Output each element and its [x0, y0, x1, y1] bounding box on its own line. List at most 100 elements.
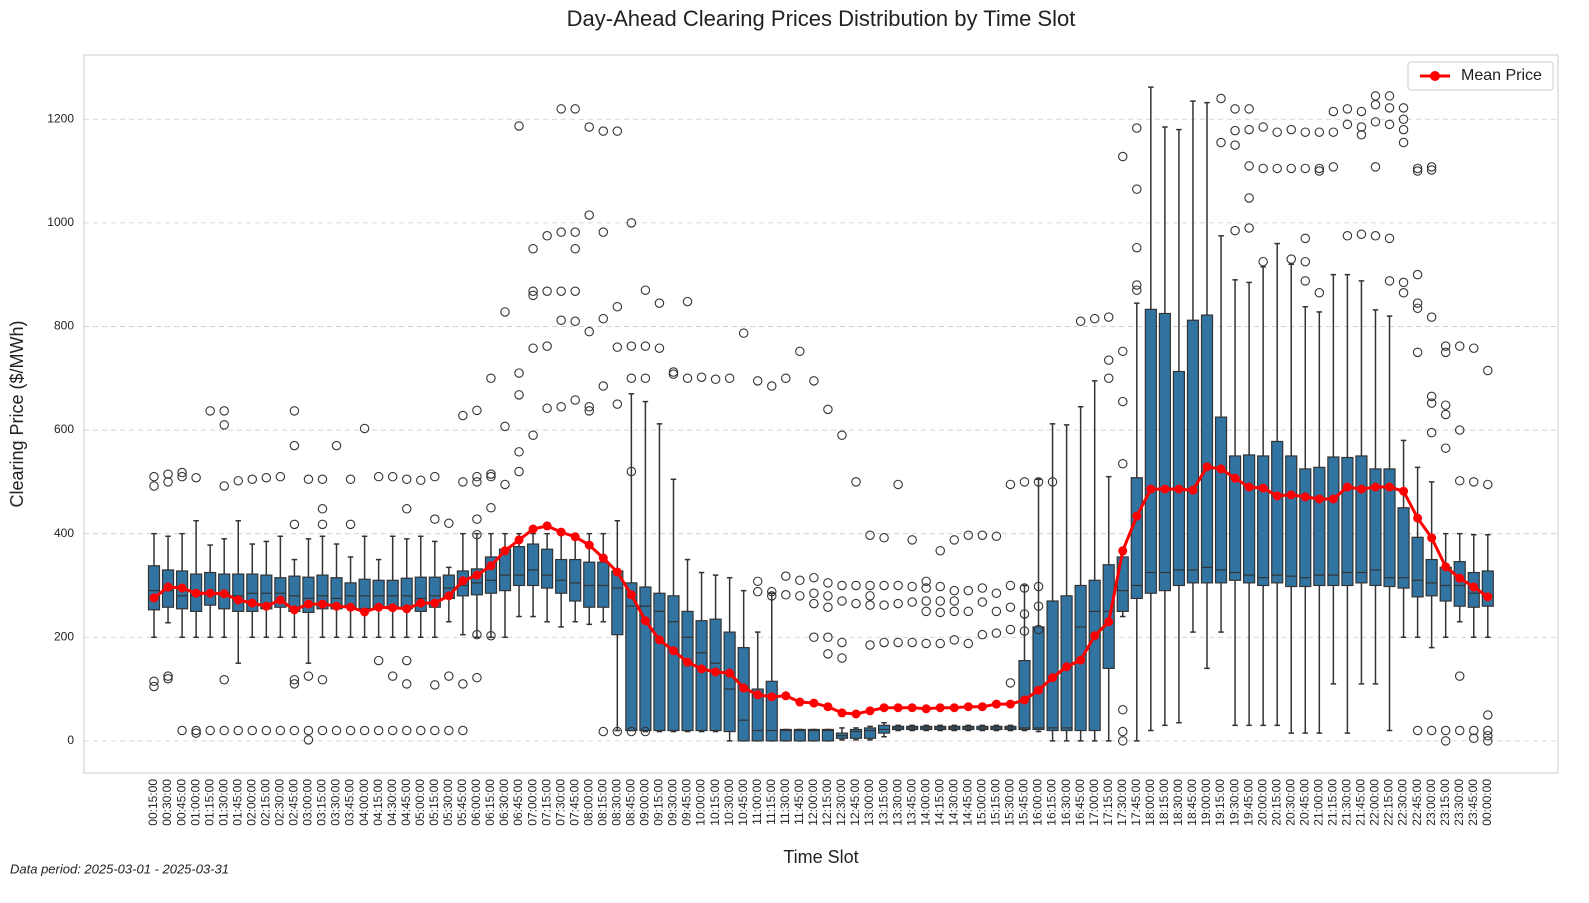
mean-point	[767, 692, 777, 702]
x-tick-label: 12:15:00	[820, 779, 834, 826]
outlier	[1300, 256, 1311, 267]
mean-point	[303, 599, 313, 609]
x-tick-label: 12:30:00	[834, 779, 848, 826]
outlier	[963, 638, 974, 649]
outlier	[584, 122, 594, 132]
outlier	[907, 535, 917, 545]
x-tick-label: 23:30:00	[1452, 779, 1466, 826]
x-tick-label: 18:30:00	[1171, 779, 1185, 826]
outlier	[1440, 409, 1451, 420]
box	[569, 558, 582, 602]
mean-point	[893, 703, 903, 713]
outlier	[1132, 123, 1142, 133]
outlier	[472, 477, 482, 487]
outlier	[1118, 396, 1128, 407]
mean-point	[977, 702, 987, 712]
x-tick-label: 11:45:00	[792, 779, 806, 825]
outlier	[823, 404, 833, 415]
outlier	[1483, 365, 1493, 376]
outlier	[387, 671, 398, 681]
mean-point	[907, 703, 917, 713]
outlier	[401, 725, 412, 736]
mean-point	[1048, 673, 1058, 683]
outlier	[710, 374, 721, 385]
outlier	[149, 681, 159, 692]
box	[1130, 477, 1143, 600]
outlier	[907, 597, 917, 607]
mean-point	[1258, 483, 1268, 493]
outlier	[500, 479, 510, 490]
outlier	[1426, 165, 1437, 175]
outlier	[177, 467, 187, 478]
mean-point	[346, 602, 356, 612]
x-tick-label: 08:45:00	[624, 779, 638, 826]
outlier	[570, 104, 580, 114]
y-tick-label: 800	[54, 319, 74, 333]
outlier	[430, 514, 440, 524]
outlier	[1356, 229, 1367, 239]
outlier	[935, 581, 945, 592]
outlier	[837, 653, 847, 663]
x-tick-label: 04:00:00	[357, 779, 371, 826]
box	[639, 586, 652, 732]
outlier	[991, 588, 1002, 598]
outlier	[1426, 398, 1437, 408]
mean-point	[781, 691, 791, 701]
outlier	[1033, 477, 1044, 487]
x-tick-label: 14:15:00	[932, 779, 946, 826]
outlier	[893, 598, 903, 609]
box	[793, 728, 806, 742]
box	[1327, 456, 1340, 587]
outlier	[191, 472, 201, 483]
mean-point	[247, 598, 257, 608]
outlier	[458, 477, 468, 487]
box	[1299, 468, 1312, 588]
outlier	[1005, 678, 1016, 688]
outlier	[191, 728, 201, 738]
outlier	[1230, 225, 1240, 236]
mean-point	[584, 540, 594, 550]
outlier	[1440, 400, 1451, 410]
outlier	[1286, 254, 1296, 264]
x-tick-label: 16:45:00	[1073, 779, 1087, 826]
outlier	[584, 210, 594, 220]
outlier	[177, 471, 187, 482]
outlier	[598, 726, 609, 737]
outlier	[1384, 91, 1395, 101]
outlier	[1398, 137, 1409, 148]
outlier	[1356, 106, 1367, 117]
x-tick-label: 03:30:00	[329, 779, 343, 826]
outlier	[401, 679, 412, 689]
outlier	[921, 596, 931, 606]
outlier	[345, 474, 356, 485]
box	[232, 573, 245, 612]
mean-point	[374, 602, 384, 612]
outlier	[851, 477, 861, 487]
outlier	[401, 474, 412, 485]
outlier	[1300, 127, 1311, 137]
outlier	[528, 286, 538, 296]
outlier	[317, 675, 328, 685]
outlier	[528, 430, 538, 440]
outlier	[472, 672, 482, 683]
outlier	[1033, 601, 1044, 611]
mean-point	[1272, 491, 1282, 501]
outlier	[1454, 725, 1465, 736]
outlier	[275, 725, 286, 736]
outlier	[303, 474, 314, 485]
outlier	[963, 530, 974, 540]
outlier	[1314, 127, 1325, 137]
outlier	[809, 376, 819, 386]
outlier	[1300, 276, 1311, 286]
outlier	[1314, 163, 1325, 174]
outlier	[303, 725, 314, 736]
mean-point	[472, 570, 482, 580]
outlier	[1300, 233, 1311, 244]
outlier	[1230, 140, 1240, 150]
outlier	[401, 655, 412, 666]
outlier	[163, 469, 173, 479]
outlier	[163, 671, 173, 681]
outlier	[191, 725, 201, 736]
x-tick-label: 23:45:00	[1466, 779, 1480, 826]
outlier	[781, 590, 791, 600]
